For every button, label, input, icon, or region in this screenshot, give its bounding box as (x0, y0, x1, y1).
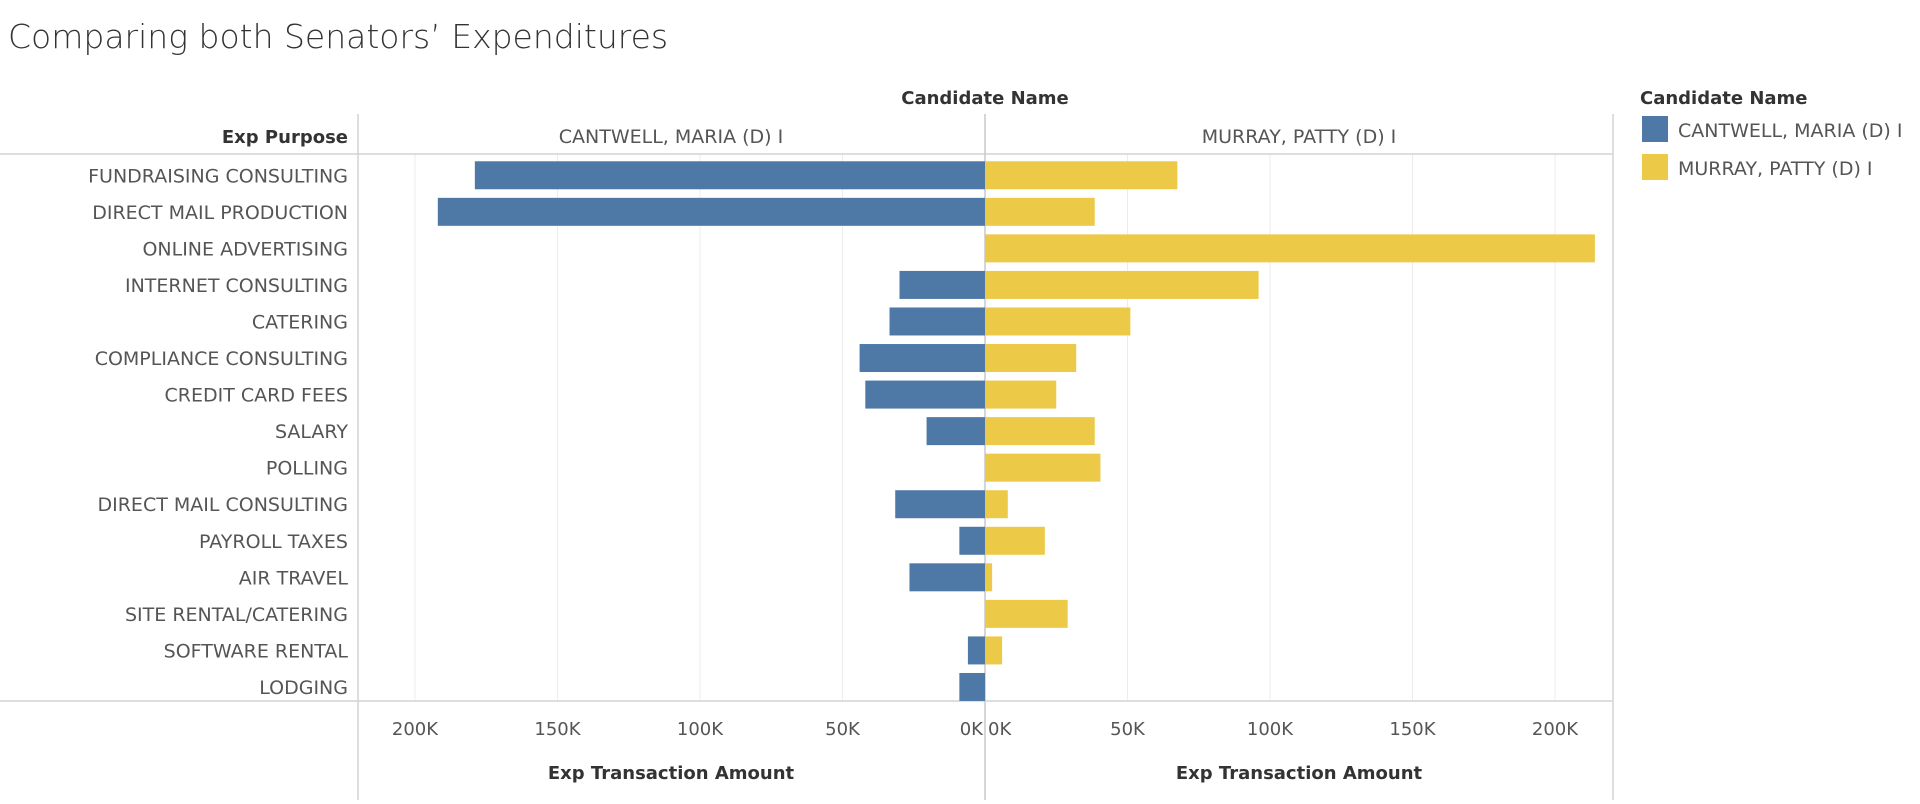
panel-header-left: CANTWELL, MARIA (D) I (559, 126, 783, 148)
x-tick-right: 150K (1389, 719, 1436, 740)
bar-murray-6 (985, 380, 1057, 409)
category-label: CATERING (252, 311, 348, 333)
bar-cantwell-1 (437, 197, 985, 226)
bar-cantwell-0 (474, 161, 985, 190)
legend-swatch-1 (1642, 154, 1668, 180)
bar-cantwell-7 (926, 417, 985, 446)
legend-title: Candidate Name (1640, 88, 1808, 109)
chart-frame (0, 114, 1614, 800)
category-label: LODGING (259, 677, 348, 699)
bar-cantwell-5 (859, 344, 985, 373)
x-axis-label-left: Exp Transaction Amount (548, 763, 795, 784)
category-label: FUNDRAISING CONSULTING (88, 165, 348, 187)
bar-murray-8 (985, 453, 1101, 482)
bars (437, 161, 1595, 701)
bar-murray-2 (985, 234, 1595, 263)
category-label: COMPLIANCE CONSULTING (95, 348, 348, 370)
legend-label-0: CANTWELL, MARIA (D) I (1678, 120, 1902, 142)
category-label: ONLINE ADVERTISING (142, 238, 348, 260)
x-tick-right: 100K (1247, 719, 1294, 740)
tick-labels: 200K 150K 100K 50K 0K 0K 50K 100K 150K 200K (392, 719, 1579, 740)
bar-murray-0 (985, 161, 1178, 190)
x-tick-left: 200K (392, 719, 439, 740)
bar-murray-5 (985, 344, 1077, 373)
category-label: DIRECT MAIL CONSULTING (98, 494, 349, 516)
category-label: POLLING (266, 458, 348, 480)
bar-murray-3 (985, 270, 1259, 299)
category-label: CREDIT CARD FEES (165, 385, 349, 407)
chart-title: Comparing both Senators’ Expenditures (8, 17, 668, 56)
x-tick-left: 100K (677, 719, 724, 740)
bar-murray-7 (985, 417, 1095, 446)
bar-cantwell-11 (909, 563, 985, 592)
row-header: Exp Purpose (222, 127, 348, 148)
panel-header-right: MURRAY, PATTY (D) I (1202, 126, 1397, 148)
category-label: INTERNET CONSULTING (125, 275, 348, 297)
bar-cantwell-10 (959, 526, 985, 555)
bar-cantwell-14 (959, 672, 985, 701)
category-label: SITE RENTAL/CATERING (125, 604, 348, 626)
x-tick-left: 150K (534, 719, 581, 740)
category-labels: FUNDRAISING CONSULTING DIRECT MAIL PRODUC… (88, 165, 348, 699)
legend-swatch-0 (1642, 116, 1668, 142)
bar-cantwell-9 (895, 490, 985, 519)
bar-cantwell-3 (899, 270, 985, 299)
x-tick-left: 0K (960, 719, 984, 740)
category-label: SOFTWARE RENTAL (164, 640, 349, 662)
category-label: DIRECT MAIL PRODUCTION (92, 202, 348, 224)
x-tick-right: 0K (988, 719, 1012, 740)
x-axis-label-right: Exp Transaction Amount (1176, 763, 1423, 784)
bar-cantwell-4 (889, 307, 985, 336)
bar-murray-4 (985, 307, 1131, 336)
category-label: AIR TRAVEL (239, 567, 349, 589)
legend: CANTWELL, MARIA (D) I MURRAY, PATTY (D) I (1642, 116, 1902, 180)
category-label: SALARY (275, 421, 348, 443)
bar-murray-12 (985, 599, 1068, 628)
column-header: Candidate Name (901, 88, 1069, 109)
x-tick-right: 200K (1532, 719, 1579, 740)
category-label: PAYROLL TAXES (199, 531, 348, 553)
bar-murray-9 (985, 490, 1008, 519)
bar-murray-11 (985, 563, 993, 592)
bar-cantwell-6 (865, 380, 985, 409)
legend-label-1: MURRAY, PATTY (D) I (1678, 158, 1873, 180)
bar-murray-13 (985, 636, 1003, 665)
x-tick-left: 50K (825, 719, 861, 740)
bar-murray-10 (985, 526, 1045, 555)
bar-murray-1 (985, 197, 1095, 226)
x-tick-right: 50K (1110, 719, 1146, 740)
bar-cantwell-13 (967, 636, 985, 665)
